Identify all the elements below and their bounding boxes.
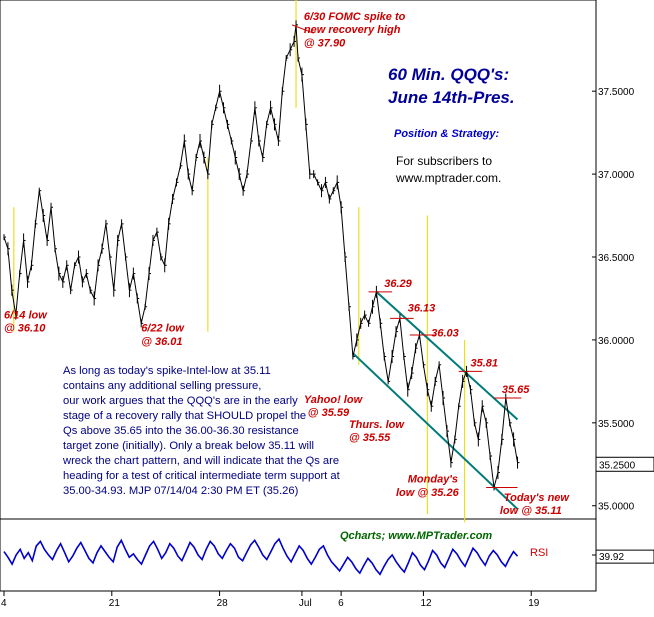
annotation-label: 35.81 — [470, 357, 498, 369]
annotation-label: 36.29 — [384, 278, 412, 290]
time-tick-label: 28 — [217, 598, 229, 609]
subscriber-line-2: www.mptrader.com. — [395, 171, 501, 185]
position-heading: Position & Strategy: — [394, 128, 499, 140]
time-tick-label: 12 — [420, 598, 432, 609]
commentary-block: As long as today's spike-Intel-low at 35… — [62, 365, 341, 497]
price-tick-label: 37.0000 — [598, 170, 635, 181]
rsi-panel — [0, 518, 597, 592]
commentary-line: Qs above 35.65 into the 36.00-36.30 resi… — [63, 425, 299, 437]
commentary-line: As long as today's spike-Intel-low at 35… — [63, 365, 271, 377]
commentary-line: wreck the chart pattern, and will indica… — [62, 455, 339, 467]
price-tick-label: 36.0000 — [598, 336, 635, 347]
subscriber-box — [360, 144, 580, 188]
time-axis: 4 21 28 Jul 6 12 19 — [1, 591, 540, 609]
annotation-label: Today's new — [504, 492, 571, 504]
rsi-line — [3, 537, 519, 576]
commentary-line: our work argues that the QQQ's are in th… — [63, 395, 298, 407]
annotation-label: 6/14 low — [4, 309, 48, 321]
annotation-label: @ 35.55 — [349, 432, 391, 444]
price-tick-label: 36.5000 — [598, 253, 635, 264]
commentary-line: target zone (initially). Only a break be… — [63, 440, 314, 452]
annotation-label: 36.13 — [408, 303, 436, 315]
marker-line — [291, 24, 314, 34]
annotation-label: @ 35.59 — [308, 407, 350, 419]
time-tick-label: 19 — [528, 598, 540, 609]
subscriber-line-1: For subscribers to — [396, 154, 492, 168]
time-tick-label: 21 — [109, 598, 121, 609]
annotation-label: Yahoo! low — [304, 394, 364, 406]
rsi-value-box — [595, 549, 654, 564]
price-tick-label: 35.0000 — [598, 502, 635, 513]
level-markers — [291, 24, 522, 488]
price-axis: 35.0000 35.5000 36.0000 36.5000 37.0000 37.50… — [592, 87, 654, 513]
annotation-label: 35.65 — [502, 384, 530, 396]
annotation-label: 36.03 — [431, 328, 459, 340]
commentary-line: heading for a test of critical intermedi… — [63, 470, 341, 482]
price-tick-label: 35.5000 — [598, 419, 635, 430]
price-tick-label: 37.5000 — [598, 87, 635, 98]
channel-lower-line — [352, 352, 519, 510]
annotation-label: low @ 35.11 — [500, 505, 562, 517]
annotation-label: new recovery high — [304, 24, 401, 36]
rsi-value-label: 39.92 — [599, 552, 624, 563]
time-tick-label: 4 — [1, 598, 7, 609]
current-price-label: 35.2500 — [599, 460, 636, 471]
annotation-label: Thurs. low — [349, 419, 405, 431]
time-tick-label: Jul — [299, 598, 312, 609]
annotation-label: 6/30 FOMC spike to — [304, 11, 406, 23]
current-price-box — [595, 456, 654, 472]
commentary-line: contains any additional selling pressure… — [63, 380, 261, 392]
chart-title-line-2: June 14th-Pres. — [388, 88, 515, 107]
annotation-label: low @ 35.26 — [396, 487, 460, 499]
rsi-series: 50.0039.92 — [3, 537, 654, 576]
chart-title-line-1: 60 Min. QQQ's: — [388, 65, 509, 84]
rsi-label: RSI — [530, 547, 548, 559]
annotation-label: @ 36.10 — [4, 323, 46, 335]
credit-text: Qcharts; www.MPTrader.com — [340, 530, 492, 542]
commentary-line: stage of a recovery rally that SHOULD pr… — [63, 410, 306, 422]
time-tick-label: 6 — [338, 598, 344, 609]
annotation-label: @ 36.01 — [141, 336, 182, 348]
annotation-label: Monday's — [408, 474, 458, 486]
annotation-label: 6/22 low — [141, 323, 185, 335]
annotation-label: @ 37.90 — [304, 37, 346, 49]
commentary-line: 35.00-34.93. MJP 07/14/04 2:30 PM ET (35… — [63, 485, 299, 497]
